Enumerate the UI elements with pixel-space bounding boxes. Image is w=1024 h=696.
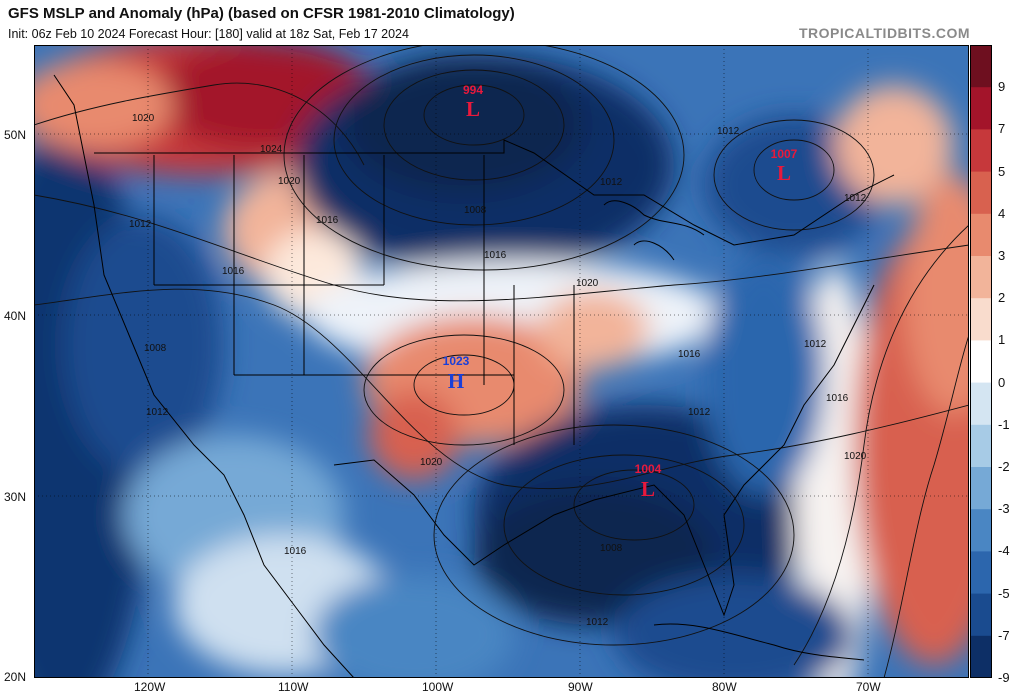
colorbar-label: -1 [998, 416, 1010, 432]
isobar-label: 1020 [132, 113, 155, 124]
colorbar-label: -4 [998, 543, 1010, 559]
isobar-label: 1012 [586, 617, 609, 628]
lon-label: 80W [712, 680, 737, 694]
center-value: 1007 [771, 147, 798, 161]
center-value: 994 [463, 83, 483, 97]
colorbar-label: 5 [998, 163, 1006, 179]
colorbar-swatch [970, 424, 992, 468]
colorbar-label: 2 [998, 290, 1006, 306]
isobar-label: 1012 [804, 339, 827, 350]
colorbar-swatch [970, 340, 992, 384]
colorbar-label: -9 [998, 670, 1010, 685]
low-center: 994 L [463, 83, 483, 121]
high-letter: H [448, 369, 464, 393]
anomaly-colorbar [970, 45, 992, 678]
low-letter: L [641, 477, 655, 501]
isobar-label-group: 1020 1024 1020 1012 1016 1016 1008 1012 … [129, 113, 867, 628]
colorbar-label: -5 [998, 585, 1010, 601]
low-letter: L [466, 97, 480, 121]
colorbar-swatch [970, 256, 992, 299]
colorbar-swatch [970, 593, 992, 637]
lat-label: 20N [4, 670, 27, 684]
isobar-label: 1016 [284, 546, 307, 557]
isobar-label: 1012 [717, 126, 740, 137]
lon-label: 100W [422, 680, 454, 694]
isobar-label: 1016 [678, 349, 701, 360]
isobar-label: 1012 [146, 407, 169, 418]
isobar-label: 1020 [844, 451, 867, 462]
colorbar-swatch [970, 171, 992, 215]
colorbar-label: 7 [998, 121, 1006, 137]
lon-label: 70W [856, 680, 881, 694]
lat-label: 50N [4, 128, 27, 142]
colorbar-swatch [970, 551, 992, 595]
isobar-label: 1016 [484, 250, 507, 261]
isobar-label: 1016 [826, 393, 849, 404]
lat-label: 40N [4, 309, 27, 323]
isobar-label: 1024 [260, 144, 283, 155]
isobar-label: 1016 [316, 215, 339, 226]
lon-label: 110W [278, 680, 309, 694]
map-title: GFS MSLP and Anomaly (hPa) (based on CFS… [8, 5, 515, 22]
colorbar-label: 1 [998, 332, 1006, 348]
graticule [34, 45, 969, 678]
site-credit: TROPICALTIDBITS.COM [798, 25, 970, 41]
isobar-label: 1020 [278, 176, 301, 187]
colorbar-label: 3 [998, 248, 1006, 263]
isobar-label: 1012 [129, 219, 152, 230]
pressure-centers: 994 L 1007 L 1023 H 1004 L [443, 83, 798, 501]
political-borders [53, 74, 895, 678]
colorbar-label: -2 [998, 459, 1010, 474]
isobar-label: 1008 [144, 343, 167, 354]
isobar-label: 1016 [222, 266, 245, 277]
colorbar-swatch [970, 129, 992, 173]
isobar-label: 1008 [464, 205, 487, 216]
isobar-label: 1012 [600, 177, 623, 188]
colorbar-swatch [970, 87, 992, 130]
isobar-label: 1012 [844, 193, 867, 204]
high-center: 1023 H [443, 354, 470, 393]
lon-label: 120W [134, 680, 166, 694]
colorbar-label: 9 [998, 79, 1006, 95]
isobar-label: 1020 [420, 457, 443, 468]
low-center: 1004 L [635, 462, 662, 501]
colorbar-swatch [970, 635, 992, 678]
colorbar-swatch [970, 467, 992, 510]
colorbar-label: -3 [998, 501, 1010, 517]
forecast-info: Init: 06z Feb 10 2024 Forecast Hour: [18… [8, 27, 409, 41]
colorbar-swatch [970, 213, 992, 257]
isobar-label: 1020 [576, 278, 599, 289]
colorbar-label: 0 [998, 374, 1006, 390]
colorbar-frame [970, 45, 992, 678]
lon-label: 90W [568, 680, 593, 694]
isobar-label: 1012 [688, 407, 711, 418]
colorbar-label: -7 [998, 627, 1010, 643]
colorbar-swatch [970, 45, 992, 88]
low-letter: L [777, 161, 791, 185]
colorbar-label: 4 [998, 205, 1006, 221]
center-value: 1004 [635, 462, 662, 476]
colorbar-swatch [970, 509, 992, 552]
mslp-anomaly-map: 1020 1024 1020 1012 1016 1016 1008 1012 … [34, 45, 969, 678]
isobar-label: 1008 [600, 543, 623, 554]
colorbar-swatch [970, 298, 992, 341]
center-value: 1023 [443, 354, 470, 368]
lat-label: 30N [4, 490, 27, 504]
low-center: 1007 L [771, 147, 798, 185]
colorbar-swatch [970, 382, 992, 426]
